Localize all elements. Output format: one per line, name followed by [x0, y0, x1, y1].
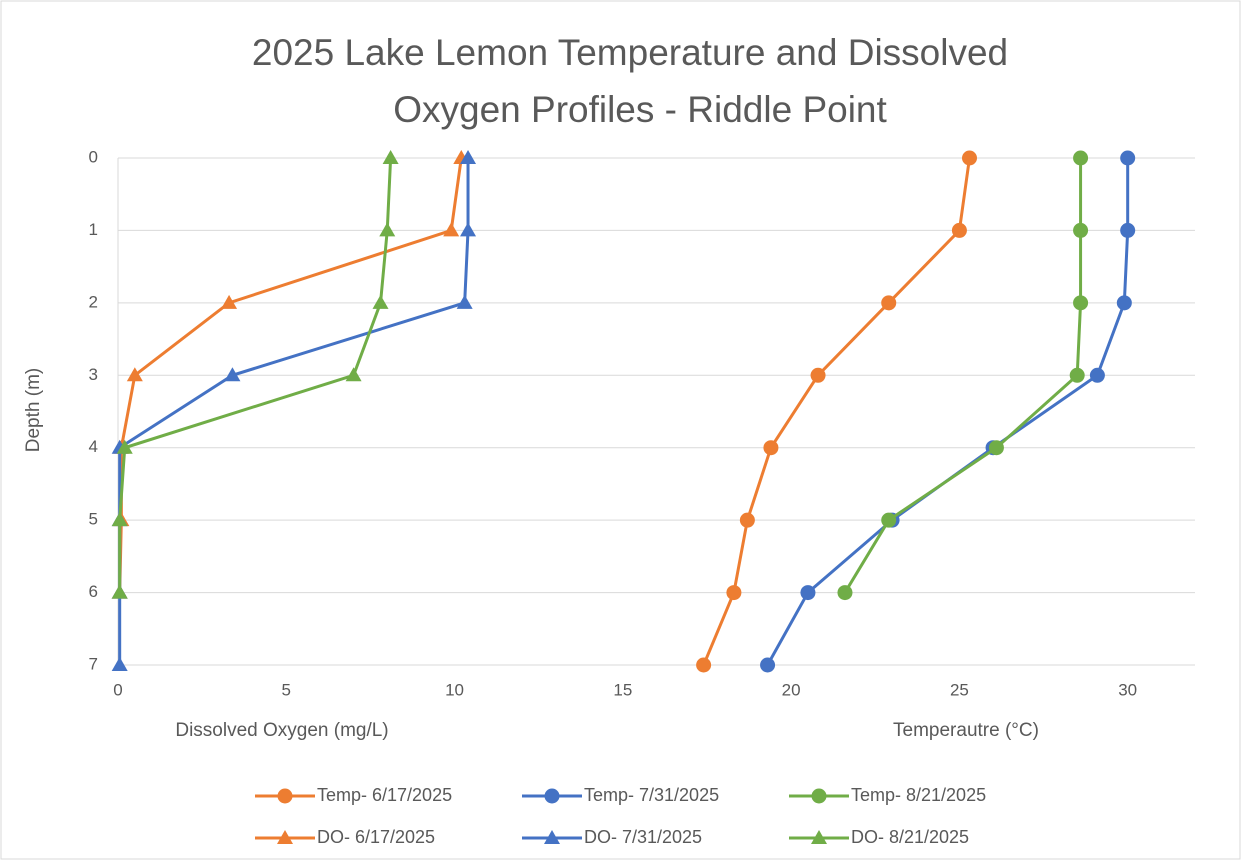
triangle-marker	[811, 830, 827, 844]
triangle-marker	[111, 584, 128, 599]
circle-marker	[881, 512, 897, 528]
legend-label: Temp- 8/21/2025	[851, 785, 986, 805]
circle-marker	[810, 367, 826, 383]
triangle-marker	[224, 367, 241, 382]
triangle-marker	[456, 294, 473, 309]
x-tick-label: 30	[1118, 680, 1137, 699]
circle-marker	[988, 440, 1004, 456]
circle-marker	[800, 585, 816, 601]
circle-marker	[696, 657, 712, 673]
legend: Temp- 6/17/2025 Temp- 7/31/2025 Temp- 8/21…	[255, 785, 986, 847]
circle-marker	[1120, 150, 1136, 166]
circle-marker	[1073, 222, 1089, 238]
x-axis-label: Temperautre (°C)	[893, 720, 1039, 741]
circle-marker	[951, 222, 967, 238]
chart-title: Oxygen Profiles - Riddle Point	[393, 89, 887, 130]
triangle-marker	[116, 439, 133, 454]
y-tick-label: 2	[89, 292, 98, 311]
circle-marker	[1120, 222, 1136, 238]
y-tick-label: 0	[89, 147, 98, 166]
y-axis-label: Depth (m)	[23, 368, 44, 452]
circle-marker	[763, 440, 779, 456]
legend-label: DO- 6/17/2025	[317, 827, 435, 847]
triangle-marker	[111, 657, 128, 671]
series-line	[766, 158, 1130, 666]
series-line	[702, 157, 971, 666]
circle-marker	[1073, 150, 1089, 166]
legend-label: DO- 7/31/2025	[584, 827, 702, 847]
triangle-marker	[460, 222, 477, 237]
x-tick-label: 25	[950, 680, 969, 699]
triangle-marker	[345, 367, 362, 382]
circle-marker	[739, 512, 755, 528]
y-tick-label: 5	[89, 510, 98, 529]
triangle-marker	[221, 294, 238, 309]
triangle-marker	[544, 830, 560, 844]
circle-marker	[277, 788, 293, 804]
y-tick-label: 7	[89, 654, 98, 673]
circle-marker	[1073, 295, 1089, 311]
circle-marker	[1069, 367, 1085, 383]
triangle-marker	[460, 150, 477, 164]
circle-marker	[1116, 295, 1132, 311]
x-tick-label: 15	[613, 680, 632, 699]
triangle-marker	[379, 222, 396, 237]
circle-marker	[760, 657, 776, 673]
triangle-marker	[111, 512, 128, 527]
circle-marker	[837, 585, 853, 601]
x-tick-label: 0	[113, 680, 122, 699]
triangle-marker	[372, 294, 389, 309]
x-tick-label: 5	[282, 680, 291, 699]
plot-area	[111, 150, 1136, 673]
legend-label: Temp- 6/17/2025	[317, 785, 452, 805]
chart-title: 2025 Lake Lemon Temperature and Dissolve…	[252, 32, 1008, 73]
triangle-marker	[443, 222, 460, 237]
circle-marker	[1089, 367, 1105, 383]
legend-label: Temp- 7/31/2025	[584, 785, 719, 805]
circle-marker	[881, 295, 897, 311]
x-tick-label: 10	[445, 680, 464, 699]
circle-marker	[962, 150, 978, 166]
legend-label: DO- 8/21/2025	[851, 827, 969, 847]
y-tick-label: 3	[89, 365, 98, 384]
y-tick-label: 4	[89, 437, 98, 456]
triangle-marker	[382, 150, 399, 164]
y-tick-label: 6	[89, 582, 98, 601]
x-axis-label: Dissolved Oxygen (mg/L)	[175, 720, 388, 741]
triangle-marker	[126, 367, 143, 382]
y-tick-label: 1	[89, 220, 98, 239]
circle-marker	[544, 788, 560, 804]
triangle-marker	[277, 830, 293, 844]
x-tick-label: 20	[782, 680, 801, 699]
circle-marker	[726, 585, 742, 601]
circle-marker	[811, 788, 827, 804]
